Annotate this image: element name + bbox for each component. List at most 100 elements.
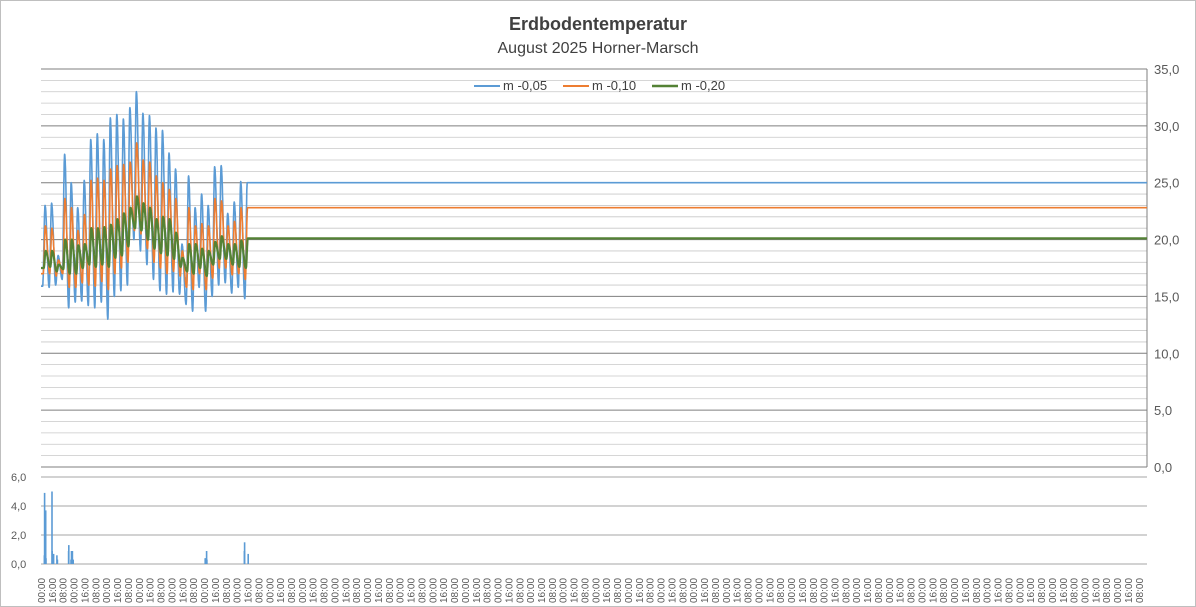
x-tick-label: 08:00: [59, 578, 70, 603]
x-tick-label: 16:00: [863, 578, 874, 603]
temperature-y-tick-label: 0,0: [1154, 460, 1172, 475]
x-tick-label: 00:00: [754, 578, 765, 603]
x-tick-label: 08:00: [124, 578, 135, 603]
x-tick-label: 08:00: [874, 578, 885, 603]
legend: m -0,05 m -0,10 m -0,20: [474, 78, 725, 93]
legend-label-m-005: m -0,05: [503, 78, 547, 93]
precipitation-y-tick-label: 0,0: [11, 559, 26, 571]
x-tick-label: 16:00: [146, 578, 157, 603]
x-tick-label: 08:00: [385, 578, 396, 603]
x-tick-label: 00:00: [885, 578, 896, 603]
precipitation-bar: [205, 551, 208, 564]
x-tick-label: 08:00: [646, 578, 657, 603]
temperature-y-tick-label: 35,0: [1154, 62, 1179, 77]
x-tick-label: 00:00: [852, 578, 863, 603]
legend-label-m-010: m -0,10: [592, 78, 636, 93]
x-tick-label: 08:00: [287, 578, 298, 603]
precipitation-bars: [43, 491, 249, 565]
x-tick-label: 00:00: [787, 578, 798, 603]
precipitation-bar: [56, 559, 59, 564]
x-tick-label: 00:00: [983, 578, 994, 603]
x-tick-label: 00:00: [526, 578, 537, 603]
x-tick-label: 16:00: [48, 578, 59, 603]
x-tick-label: 08:00: [189, 578, 200, 603]
temperature-y-tick-label: 20,0: [1154, 233, 1179, 248]
x-tick-label: 00:00: [1081, 578, 1092, 603]
x-tick-label: 08:00: [222, 578, 233, 603]
x-tick-label: 08:00: [548, 578, 559, 603]
precipitation-bar: [247, 553, 249, 564]
precipitation-bar: [68, 545, 70, 564]
temperature-series-group: [40, 90, 1148, 320]
x-tick-label: 16:00: [1091, 578, 1102, 603]
x-tick-label: 08:00: [581, 578, 592, 603]
x-tick-label: 08:00: [254, 578, 265, 603]
precipitation-y-tick-label: 4,0: [11, 501, 26, 513]
x-tick-label: 08:00: [1037, 578, 1048, 603]
x-tick-label: 08:00: [1004, 578, 1015, 603]
precipitation-bar: [72, 559, 74, 564]
x-tick-label: 00:00: [37, 578, 48, 603]
precipitation-bar: [43, 492, 46, 564]
x-tick-label: 00:00: [363, 578, 374, 603]
x-tick-label: 16:00: [602, 578, 613, 603]
x-tick-label: 00:00: [624, 578, 635, 603]
x-tick-label: 08:00: [1102, 578, 1113, 603]
temperature-y-axis: 0,0 5,0 10,0 15,0 20,0 25,0 30,0 35,0: [1154, 62, 1179, 475]
x-tick-label: 00:00: [396, 578, 407, 603]
x-axis-tick-labels: 00:00 16:00 08:00 00:00 16:00 08:00 00:00 16:00…: [37, 578, 1146, 603]
x-tick-label: 08:00: [483, 578, 494, 603]
x-tick-label: 00:00: [233, 578, 244, 603]
precipitation-bar: [45, 558, 47, 564]
precipitation-y-tick-label: 6,0: [11, 472, 26, 484]
x-tick-label: 00:00: [494, 578, 505, 603]
x-tick-label: 00:00: [102, 578, 113, 603]
series-line-005: [40, 90, 1148, 320]
x-tick-label: 08:00: [809, 578, 820, 603]
x-tick-label: 16:00: [765, 578, 776, 603]
x-tick-label: 00:00: [559, 578, 570, 603]
x-tick-label: 16:00: [113, 578, 124, 603]
x-tick-label: 16:00: [407, 578, 418, 603]
x-tick-label: 16:00: [798, 578, 809, 603]
x-tick-label: 16:00: [244, 578, 255, 603]
precipitation-y-axis: 0,0 2,0 4,0 6,0: [11, 472, 26, 571]
temperature-gridlines: [41, 68, 1148, 468]
x-tick-label: 00:00: [591, 578, 602, 603]
x-tick-label: 16:00: [178, 578, 189, 603]
x-tick-label: 00:00: [428, 578, 439, 603]
chart-subtitle: August 2025 Horner-Marsch: [497, 40, 699, 57]
x-tick-label: 16:00: [831, 578, 842, 603]
x-tick-label: 16:00: [961, 578, 972, 603]
series-line-010: [40, 142, 1148, 291]
precipitation-bar: [52, 553, 55, 564]
x-tick-label: 00:00: [1015, 578, 1026, 603]
x-tick-label: 16:00: [276, 578, 287, 603]
x-tick-label: 00:00: [820, 578, 831, 603]
x-tick-label: 08:00: [776, 578, 787, 603]
x-tick-label: 16:00: [700, 578, 711, 603]
x-tick-label: 00:00: [918, 578, 929, 603]
temperature-y-tick-label: 10,0: [1154, 346, 1179, 361]
x-tick-label: 00:00: [70, 578, 81, 603]
x-tick-label: 00:00: [950, 578, 961, 603]
x-tick-label: 00:00: [461, 578, 472, 603]
x-tick-label: 08:00: [417, 578, 428, 603]
precipitation-bar: [206, 559, 208, 564]
temperature-y-tick-label: 30,0: [1154, 119, 1179, 134]
x-tick-label: 08:00: [841, 578, 852, 603]
x-tick-label: 16:00: [81, 578, 92, 603]
x-tick-label: 08:00: [157, 578, 168, 603]
x-tick-label: 00:00: [331, 578, 342, 603]
precipitation-bar: [204, 558, 206, 564]
x-tick-label: 00:00: [167, 578, 178, 603]
precipitation-bar: [71, 551, 74, 564]
temperature-y-tick-label: 25,0: [1154, 176, 1179, 191]
x-tick-label: 16:00: [667, 578, 678, 603]
x-tick-label: 08:00: [91, 578, 102, 603]
x-tick-label: 00:00: [722, 578, 733, 603]
x-tick-label: 00:00: [265, 578, 276, 603]
x-tick-label: 08:00: [1070, 578, 1081, 603]
x-tick-label: 08:00: [744, 578, 755, 603]
x-tick-label: 16:00: [1059, 578, 1070, 603]
